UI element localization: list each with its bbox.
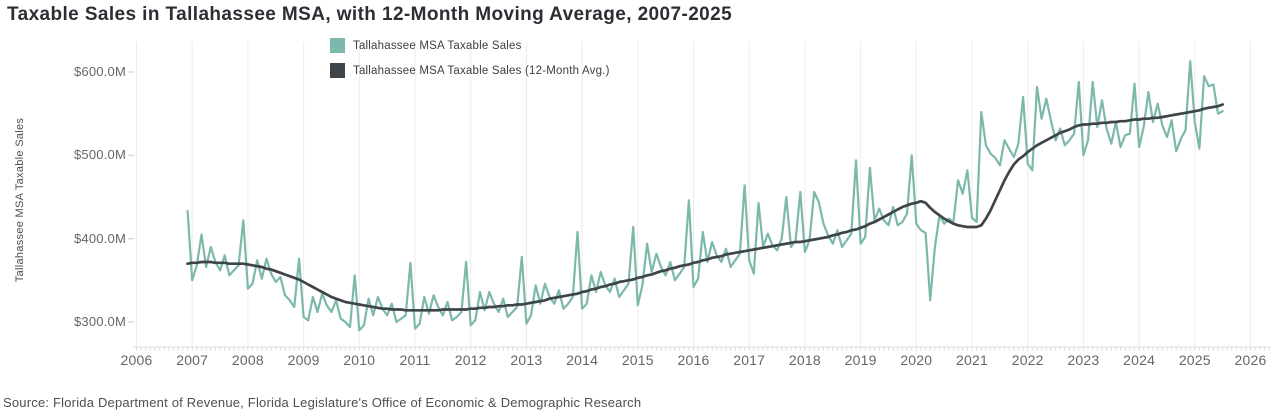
x-tick-label: 2015 xyxy=(621,352,654,368)
x-tick-label: 2014 xyxy=(566,352,599,368)
legend: Tallahassee MSA Taxable Sales Tallahasse… xyxy=(330,37,610,87)
x-tick-label: 2010 xyxy=(343,352,376,368)
x-tick-label: 2012 xyxy=(454,352,487,368)
y-tick-label: $600.0M xyxy=(74,64,126,79)
x-tick-label: 2011 xyxy=(399,352,431,368)
x-tick-label: 2017 xyxy=(733,352,766,368)
legend-item-avg: Tallahassee MSA Taxable Sales (12-Month … xyxy=(330,62,610,79)
x-tick-label: 2022 xyxy=(1011,352,1044,368)
x-tick-label: 2021 xyxy=(956,352,988,368)
legend-label-sales: Tallahassee MSA Taxable Sales xyxy=(353,39,522,52)
x-tick-label: 2013 xyxy=(510,352,543,368)
x-tick-label: 2016 xyxy=(677,352,710,368)
x-tick-label: 2019 xyxy=(844,352,877,368)
x-tick-label: 2020 xyxy=(900,352,933,368)
x-tick-label: 2009 xyxy=(287,352,320,368)
x-tick-label: 2023 xyxy=(1067,352,1100,368)
y-axis-title: Tallahassee MSA Taxable Sales xyxy=(14,117,26,283)
source-note: Source: Florida Department of Revenue, F… xyxy=(3,395,642,410)
legend-item-sales: Tallahassee MSA Taxable Sales xyxy=(330,37,610,54)
sales-line xyxy=(186,60,1224,332)
x-tick-label: 2025 xyxy=(1178,352,1211,368)
sales-series-swatch-icon xyxy=(330,38,345,54)
chart-title: Taxable Sales in Tallahassee MSA, with 1… xyxy=(7,4,733,25)
x-tick-label: 2026 xyxy=(1234,352,1267,368)
y-tick-label: $300.0M xyxy=(74,313,126,329)
x-tick-label: 2024 xyxy=(1123,352,1156,368)
moving-average-line xyxy=(186,103,1225,312)
x-tick-label: 2007 xyxy=(176,352,209,368)
y-tick-label: $400.0M xyxy=(74,230,126,246)
y-tick-label: $500.0M xyxy=(74,147,126,163)
legend-label-avg: Tallahassee MSA Taxable Sales (12-Month … xyxy=(353,64,610,77)
x-tick-label: 2008 xyxy=(231,352,264,368)
x-tick-label: 2006 xyxy=(120,352,153,368)
x-tick-label: 2018 xyxy=(788,352,821,368)
avg-series-swatch-icon xyxy=(330,63,345,79)
